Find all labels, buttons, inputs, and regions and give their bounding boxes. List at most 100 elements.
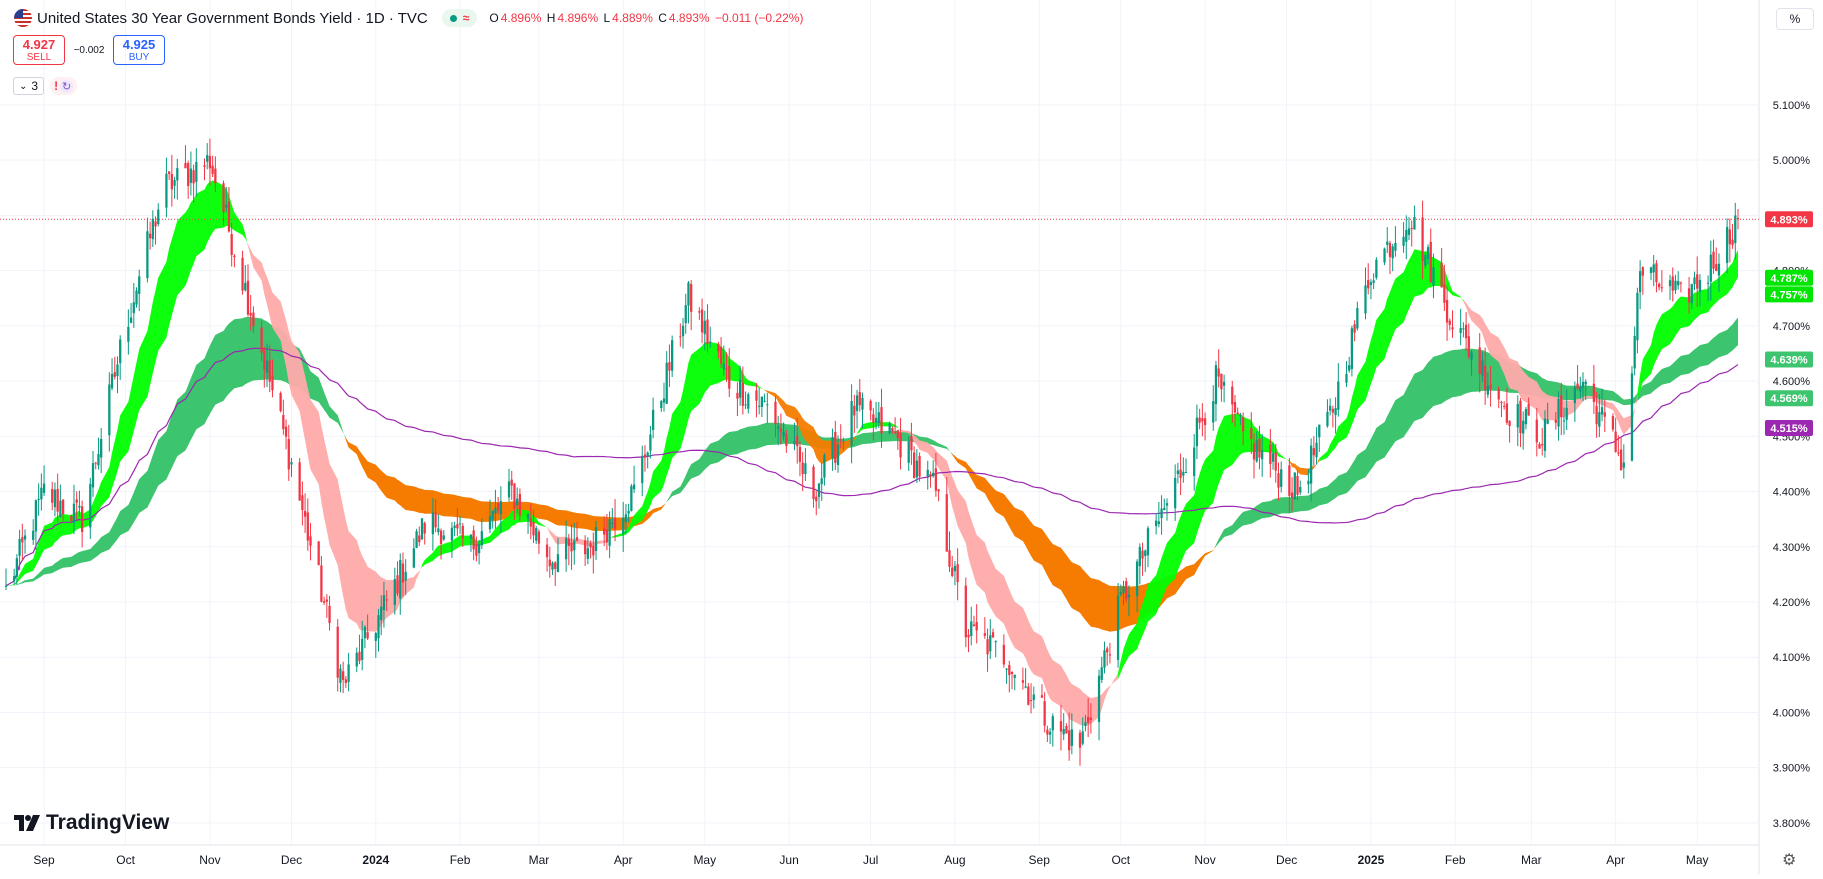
candle-body [899, 433, 902, 458]
candle-body [138, 276, 141, 294]
indicators-toggle[interactable]: ⌄ 3 [13, 77, 45, 95]
candle-body [320, 565, 323, 602]
candle-body [717, 343, 720, 352]
candle-body [195, 161, 198, 182]
candle-body [347, 664, 350, 682]
candle-body [1315, 442, 1318, 458]
candle-body [1486, 385, 1489, 395]
candle-body [1728, 229, 1731, 245]
candle-body [363, 626, 367, 639]
candle-body [551, 562, 554, 570]
candle-body [853, 405, 856, 416]
candle-body [592, 546, 595, 556]
time-axis[interactable]: Sep Oct Nov Dec 2024 Feb Mar Apr May Jun Jul Aug Sep… [33, 853, 1708, 867]
ma-value-label-1: 4.787% [1770, 273, 1808, 285]
candle-body [1595, 405, 1598, 425]
candle-body [1405, 229, 1408, 242]
axis-unit-button[interactable]: % [1776, 8, 1814, 30]
candle-body [910, 436, 913, 451]
candle-body [1633, 336, 1636, 369]
candle-body [189, 168, 193, 183]
candle-body [1065, 725, 1068, 734]
candle-body [741, 383, 744, 406]
candle-body [399, 559, 402, 599]
ohlc-open: 4.896% [500, 11, 542, 25]
candle-body [1318, 424, 1321, 438]
candle-body [839, 439, 842, 441]
candle-body [1736, 218, 1740, 220]
candle-body [1331, 408, 1335, 413]
candle-body [78, 505, 81, 508]
candle-body [972, 624, 976, 626]
delay-icon: ≈ [462, 11, 470, 25]
candle-body [608, 518, 611, 546]
candle-body [355, 652, 358, 667]
long-ribbon-segment [345, 437, 667, 532]
settings-gear-icon[interactable]: ⚙ [1782, 852, 1797, 869]
candle-body [1239, 414, 1242, 417]
candle-body [1220, 373, 1223, 390]
ma-value-label-4-bg [1765, 390, 1813, 407]
candle-body [437, 528, 440, 533]
candle-body [779, 428, 783, 432]
candle-body [412, 548, 415, 568]
x-tick-label: Sep [33, 853, 55, 867]
candle-body [385, 599, 388, 601]
candle-body [1638, 271, 1642, 293]
warning-icon[interactable]: ! [54, 79, 59, 93]
symbol-title[interactable]: United States 30 Year Government Bonds Y… [37, 9, 428, 27]
brand-name: TradingView [46, 811, 170, 834]
candle-body [456, 524, 459, 529]
candle-body [874, 417, 878, 423]
sell-button[interactable]: 4.927 SELL [13, 35, 65, 65]
candle-body [1522, 420, 1525, 434]
candle-body [434, 512, 437, 528]
candle-body [100, 438, 103, 458]
candle-body [1483, 365, 1487, 390]
market-status[interactable]: ≈ [441, 9, 478, 27]
candle-body [1413, 216, 1416, 230]
candle-body [1027, 686, 1030, 705]
candle-body [1348, 365, 1351, 371]
ma-line [5, 347, 1739, 587]
candle-body [423, 523, 426, 534]
candle-body [798, 446, 802, 462]
candle-body [651, 409, 655, 430]
y-tick-label: 4.700% [1773, 321, 1811, 333]
short-ribbon-segment [1637, 249, 1738, 401]
candle-body [662, 398, 666, 403]
candle-body [1062, 729, 1065, 735]
candle-body [1576, 383, 1579, 389]
candle-body [129, 317, 133, 323]
alert-badges[interactable]: ! ↻ [50, 77, 78, 95]
candle-body [1293, 472, 1296, 500]
candle-body [1658, 283, 1661, 288]
candle-body [1481, 360, 1484, 376]
candle-body [513, 483, 516, 509]
ohlc-low: 4.889% [612, 11, 653, 25]
candle-body [453, 525, 456, 529]
candle-body [660, 401, 663, 408]
candle-body [929, 474, 932, 477]
candle-body [1157, 521, 1160, 525]
candle-body [690, 284, 693, 312]
candle-body [1222, 381, 1226, 386]
candle-body [1010, 671, 1014, 674]
candle-body [801, 462, 804, 475]
candle-body [907, 441, 910, 463]
y-tick-label: 4.200% [1773, 597, 1811, 609]
tradingview-logo[interactable]: TradingView [14, 811, 169, 835]
candle-body [97, 453, 100, 466]
refresh-icon[interactable]: ↻ [60, 79, 74, 93]
candle-body [1119, 592, 1122, 595]
candle-body [1299, 487, 1302, 493]
candle-body [1603, 412, 1606, 417]
candle-body [287, 439, 290, 470]
candle-body [858, 392, 861, 406]
candle-body [1182, 471, 1185, 476]
short-ribbon-segment [612, 341, 765, 538]
short-ribbon-segment [1319, 249, 1464, 462]
buy-button[interactable]: 4.925 BUY [113, 35, 165, 65]
